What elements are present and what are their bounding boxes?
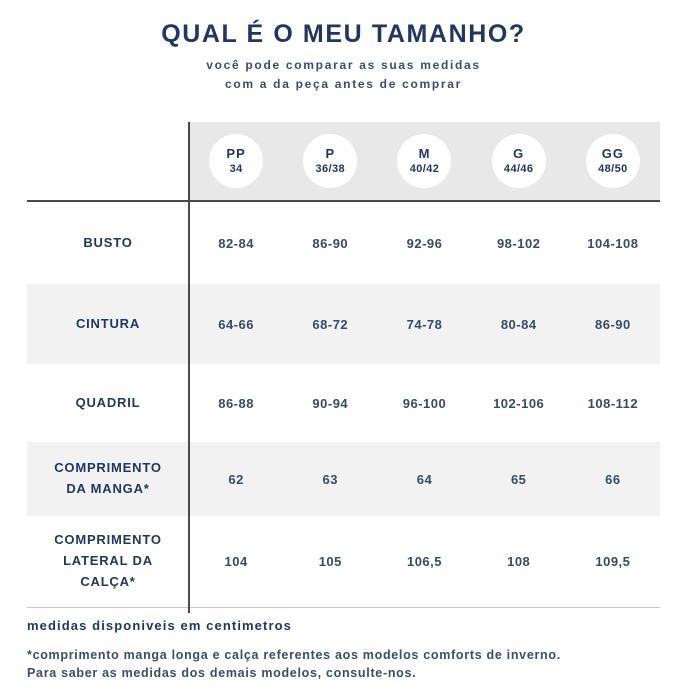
size-header-p: P 36/38 xyxy=(303,134,358,189)
table-corner-spacer xyxy=(27,122,189,201)
table-cell: 82-84 xyxy=(218,235,254,251)
size-table-header: PP 34 P 36/38 M 40/42 G 44/46 GG 48/50 xyxy=(27,122,660,203)
table-cell: 96-100 xyxy=(402,395,447,411)
page-title: QUAL É O MEU TAMANHO? xyxy=(161,20,526,48)
row-label-comprimento-manga: COMPRIMENTO DA MANGA* xyxy=(54,460,162,497)
size-header-pp: PP 34 xyxy=(209,134,264,189)
table-cell: 68-72 xyxy=(312,316,349,332)
footnotes: *comprimento manga longa e calça referen… xyxy=(27,646,660,682)
table-cell: 109,5 xyxy=(595,554,631,570)
table-cell: 86-88 xyxy=(218,395,254,411)
size-range: 40/42 xyxy=(409,162,440,175)
row-cintura: CINTURA 64-66 68-72 74-78 80-84 86-90 xyxy=(27,284,660,365)
subtitle-line-2: com a da peça antes de comprar xyxy=(224,76,463,91)
table-cell: 62 xyxy=(228,471,244,487)
size-label: GG xyxy=(601,146,624,162)
table-cell: 104 xyxy=(224,554,248,570)
table-cell: 66 xyxy=(605,471,621,487)
table-cell: 86-90 xyxy=(595,316,631,332)
size-range: 48/50 xyxy=(598,162,628,175)
subtitle-line-1: você pode comparar as suas medidas xyxy=(206,58,481,72)
row-label-busto: BUSTO xyxy=(83,234,133,250)
table-vertical-divider xyxy=(188,122,190,614)
table-cell: 86-90 xyxy=(312,235,349,251)
table-cell: 108-112 xyxy=(587,395,639,411)
table-cell: 105 xyxy=(318,554,342,570)
size-table: PP 34 P 36/38 M 40/42 G 44/46 GG 48/50 xyxy=(27,122,660,614)
table-cell: 80-84 xyxy=(500,316,537,332)
size-header-band: PP 34 P 36/38 M 40/42 G 44/46 GG 48/50 xyxy=(189,122,660,201)
size-range: 34 xyxy=(229,162,243,175)
row-comprimento-manga: COMPRIMENTO DA MANGA* 62 63 64 65 66 xyxy=(27,442,660,517)
size-label: P xyxy=(325,146,336,162)
table-cell: 102-106 xyxy=(493,395,545,411)
row-label-cintura: CINTURA xyxy=(75,315,141,331)
table-cell: 65 xyxy=(510,471,527,487)
table-cell: 63 xyxy=(322,471,339,487)
table-cell: 92-96 xyxy=(406,235,443,251)
size-header-gg: GG 48/50 xyxy=(585,134,640,189)
size-header-g: G 44/46 xyxy=(491,134,546,189)
row-quadril: QUADRIL 86-88 90-94 96-100 102-106 108-1… xyxy=(27,364,660,442)
size-header-m: M 40/42 xyxy=(397,134,452,189)
table-cell: 64 xyxy=(416,471,433,487)
table-footer: medidas disponiveis em centimetros *comp… xyxy=(27,618,660,682)
page-subtitle: você pode comparar as suas medidas com a… xyxy=(27,56,660,93)
size-label: PP xyxy=(226,146,246,162)
size-label: G xyxy=(513,146,525,162)
size-range: 44/46 xyxy=(503,162,534,175)
row-comprimento-lateral-calca: COMPRIMENTO LATERAL DA CALÇA* 104 105 10… xyxy=(27,516,660,607)
size-range: 36/38 xyxy=(315,162,346,175)
row-busto: BUSTO 82-84 86-90 92-96 98-102 104-108 xyxy=(27,202,660,284)
table-cell: 90-94 xyxy=(312,395,349,411)
footnote-line-2: Para saber as medidas dos demais modelos… xyxy=(27,666,417,681)
row-label-quadril: QUADRIL xyxy=(75,394,141,410)
table-cell: 98-102 xyxy=(496,235,541,251)
table-cell: 104-108 xyxy=(587,235,639,251)
table-cell: 108 xyxy=(507,554,531,570)
table-cell: 64-66 xyxy=(218,316,254,332)
table-cell: 106,5 xyxy=(406,554,443,570)
size-label: M xyxy=(418,146,431,162)
row-label-comprimento-lateral-calca: COMPRIMENTO LATERAL DA CALÇA* xyxy=(54,532,162,590)
units-note: medidas disponiveis em centimetros xyxy=(27,618,292,634)
footnote-line-1: *comprimento manga longa e calça referen… xyxy=(27,648,561,663)
table-cell: 74-78 xyxy=(406,316,443,332)
